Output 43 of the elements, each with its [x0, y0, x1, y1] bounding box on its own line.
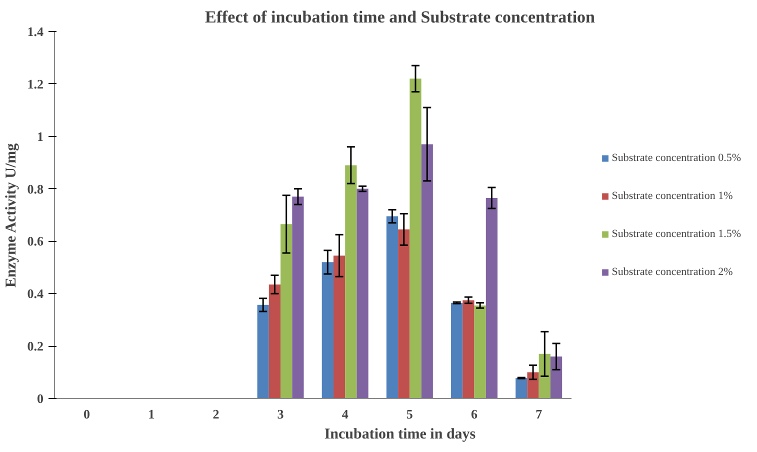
y-tick-label: 0.2: [27, 338, 44, 354]
bar: [398, 229, 410, 398]
bar: [322, 262, 334, 398]
x-tick-label: 4: [342, 406, 349, 422]
bar: [356, 188, 368, 398]
y-tick-label: 1: [37, 128, 44, 144]
bar: [257, 304, 269, 398]
y-tick-label: 0.8: [27, 181, 44, 196]
bar: [474, 305, 486, 398]
chart-title: Effect of incubation time and Substrate concentration: [204, 8, 596, 26]
bar: [516, 378, 528, 398]
legend-label: Substrate concentration 0.5%: [612, 152, 741, 164]
y-axis-title: Enzyme Activity U/mg: [3, 142, 20, 288]
bar: [550, 356, 562, 398]
bar: [280, 224, 292, 398]
y-tick-label: 1.4: [27, 24, 44, 39]
bar: [462, 300, 474, 398]
bar: [538, 354, 550, 398]
x-axis-title: Incubation time in days: [324, 426, 476, 442]
bar: [345, 165, 357, 398]
bar: [527, 372, 539, 398]
bar: [486, 198, 498, 398]
y-tick-label: 0.4: [27, 286, 44, 302]
x-tick-label: 3: [277, 406, 284, 422]
bar: [333, 256, 346, 398]
bar: [386, 216, 398, 398]
x-tick-label: 2: [212, 406, 220, 422]
x-tick-label: 5: [406, 406, 414, 422]
y-tick-label: 0: [37, 391, 44, 406]
legend-label: Substrate concentration 2%: [612, 266, 733, 278]
x-tick-label: 6: [471, 406, 478, 422]
bar: [268, 284, 281, 398]
y-tick-label: 0.6: [27, 234, 44, 249]
x-tick-label: 1: [148, 406, 155, 422]
bar: [421, 144, 433, 398]
legend-label: Substrate concentration 1%: [612, 190, 733, 202]
x-tick-label: 0: [84, 406, 90, 422]
bar: [410, 78, 422, 398]
legend-label: Substrate concentration 1.5%: [612, 228, 741, 240]
y-tick-label: 1.2: [27, 76, 44, 92]
x-tick-label: 7: [536, 406, 543, 422]
bar: [292, 196, 304, 398]
bar: [451, 302, 463, 398]
